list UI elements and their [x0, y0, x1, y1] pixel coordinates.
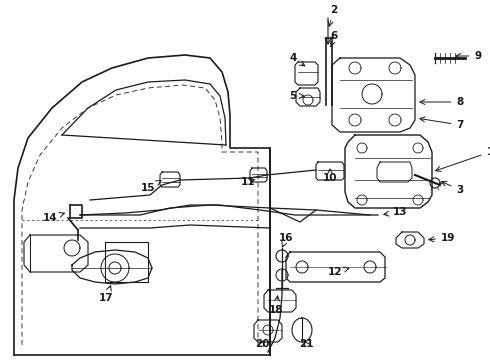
Text: 18: 18 [269, 296, 283, 315]
Text: 10: 10 [323, 169, 337, 183]
Text: 11: 11 [241, 177, 255, 187]
Text: 21: 21 [299, 339, 313, 349]
Text: 20: 20 [255, 339, 269, 349]
Text: 12: 12 [328, 267, 349, 277]
Text: 14: 14 [43, 212, 64, 223]
Text: 1: 1 [436, 147, 490, 171]
Text: 19: 19 [429, 233, 455, 243]
Text: 13: 13 [384, 207, 407, 217]
Text: 15: 15 [141, 180, 161, 193]
Text: 6: 6 [330, 31, 338, 47]
Text: 2: 2 [328, 5, 338, 26]
Text: 3: 3 [441, 181, 464, 195]
Text: 8: 8 [420, 97, 464, 107]
Text: 5: 5 [290, 91, 304, 101]
Text: 4: 4 [289, 53, 305, 66]
Text: 16: 16 [279, 233, 293, 247]
Text: 7: 7 [420, 117, 464, 130]
Text: 17: 17 [98, 285, 113, 303]
Text: 9: 9 [456, 51, 482, 61]
